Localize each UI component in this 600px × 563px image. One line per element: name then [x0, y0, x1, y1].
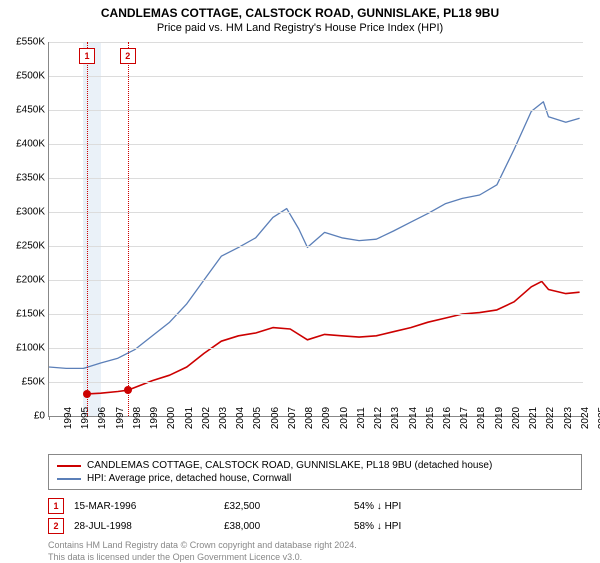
y-axis-label: £200K [16, 275, 45, 286]
y-axis-label: £500K [16, 71, 45, 82]
legend-events: 1 15-MAR-1996 £32,500 54% ↓ HPI 2 28-JUL… [48, 496, 582, 536]
y-axis-label: £300K [16, 207, 45, 218]
y-axis-label: £350K [16, 173, 45, 184]
event-hpi: 54% ↓ HPI [354, 501, 474, 512]
event-price: £38,000 [224, 521, 344, 532]
legend-event-row: 1 15-MAR-1996 £32,500 54% ↓ HPI [48, 496, 582, 516]
line-series-svg [49, 42, 583, 416]
event-date: 15-MAR-1996 [74, 501, 214, 512]
legend-swatch-hpi [57, 478, 81, 480]
legend-event-row: 2 28-JUL-1998 £38,000 58% ↓ HPI [48, 516, 582, 536]
x-axis-label: 2025 [583, 407, 600, 429]
chart-marker-icon: 2 [120, 48, 136, 64]
chart-subtitle: Price paid vs. HM Land Registry's House … [0, 22, 600, 34]
event-marker-icon: 2 [48, 518, 64, 534]
y-axis-label: £550K [16, 37, 45, 48]
event-date: 28-JUL-1998 [74, 521, 214, 532]
y-axis-label: £100K [16, 343, 45, 354]
event-marker-icon: 1 [48, 498, 64, 514]
legend-row-property: CANDLEMAS COTTAGE, CALSTOCK ROAD, GUNNIS… [57, 459, 573, 472]
plot-area: £0£50K£100K£150K£200K£250K£300K£350K£400… [48, 42, 583, 417]
footnote-line: This data is licensed under the Open Gov… [48, 552, 582, 563]
chart-marker-icon: 1 [79, 48, 95, 64]
y-axis-label: £250K [16, 241, 45, 252]
y-axis-label: £50K [22, 377, 45, 388]
y-axis-label: £0 [34, 411, 45, 422]
legend-swatch-property [57, 465, 81, 467]
y-axis-label: £450K [16, 105, 45, 116]
y-axis-label: £150K [16, 309, 45, 320]
event-price: £32,500 [224, 501, 344, 512]
legend-row-hpi: HPI: Average price, detached house, Corn… [57, 472, 573, 485]
legend-label-property: CANDLEMAS COTTAGE, CALSTOCK ROAD, GUNNIS… [87, 460, 492, 471]
event-hpi: 58% ↓ HPI [354, 521, 474, 532]
y-axis-label: £400K [16, 139, 45, 150]
chart-title: CANDLEMAS COTTAGE, CALSTOCK ROAD, GUNNIS… [0, 6, 600, 20]
title-block: CANDLEMAS COTTAGE, CALSTOCK ROAD, GUNNIS… [0, 0, 600, 34]
legend: CANDLEMAS COTTAGE, CALSTOCK ROAD, GUNNIS… [48, 454, 582, 563]
footnote-line: Contains HM Land Registry data © Crown c… [48, 540, 582, 552]
legend-series-box: CANDLEMAS COTTAGE, CALSTOCK ROAD, GUNNIS… [48, 454, 582, 490]
legend-label-hpi: HPI: Average price, detached house, Corn… [87, 473, 291, 484]
chart-container: CANDLEMAS COTTAGE, CALSTOCK ROAD, GUNNIS… [0, 0, 600, 560]
